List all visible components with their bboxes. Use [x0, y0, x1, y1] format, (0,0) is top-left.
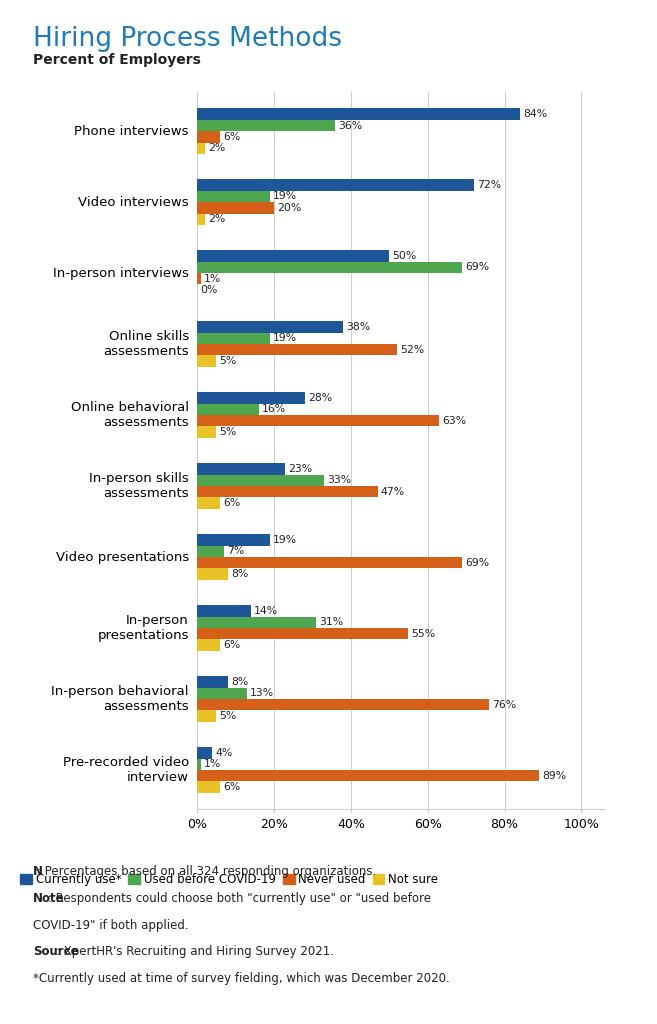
- Text: 55%: 55%: [411, 629, 436, 639]
- Bar: [197, 109, 520, 120]
- Bar: [197, 748, 212, 759]
- Bar: [197, 486, 378, 498]
- Text: 33%: 33%: [327, 475, 351, 485]
- Bar: [197, 251, 389, 262]
- Bar: [197, 214, 205, 225]
- Text: 19%: 19%: [273, 191, 298, 202]
- Text: 6%: 6%: [223, 640, 240, 650]
- Text: : XpertHR's Recruiting and Hiring Survey 2021.: : XpertHR's Recruiting and Hiring Survey…: [56, 945, 334, 958]
- Bar: [197, 179, 474, 190]
- Bar: [197, 568, 228, 580]
- Bar: [197, 190, 270, 202]
- Text: 31%: 31%: [319, 617, 344, 628]
- Bar: [197, 403, 259, 415]
- Text: 5%: 5%: [219, 427, 237, 437]
- Text: 84%: 84%: [523, 110, 547, 119]
- Text: 52%: 52%: [400, 345, 424, 354]
- Bar: [197, 463, 286, 475]
- Text: 0%: 0%: [200, 285, 217, 295]
- Text: 28%: 28%: [307, 393, 332, 403]
- Text: *Currently used at time of survey fielding, which was December 2020.: *Currently used at time of survey fieldi…: [33, 972, 449, 985]
- Text: Percent of Employers: Percent of Employers: [33, 53, 201, 68]
- Text: 50%: 50%: [392, 251, 417, 261]
- Bar: [197, 557, 463, 568]
- Text: Note: Note: [33, 892, 64, 905]
- Text: 7%: 7%: [227, 547, 244, 556]
- Text: 76%: 76%: [492, 699, 516, 710]
- Text: 14%: 14%: [254, 606, 278, 616]
- Bar: [197, 415, 439, 426]
- Text: 69%: 69%: [465, 262, 489, 272]
- Bar: [197, 355, 216, 367]
- Bar: [197, 770, 539, 781]
- Bar: [197, 687, 247, 699]
- Bar: [197, 344, 397, 355]
- Text: 1%: 1%: [204, 759, 221, 769]
- Bar: [197, 120, 336, 131]
- Text: 20%: 20%: [277, 203, 302, 213]
- Legend: Currently use*, Used before COVID-19, Never used, Not sure: Currently use*, Used before COVID-19, Ne…: [16, 868, 443, 891]
- Text: COVID-19" if both applied.: COVID-19" if both applied.: [33, 919, 189, 932]
- Bar: [197, 699, 489, 711]
- Text: Hiring Process Methods: Hiring Process Methods: [33, 26, 342, 51]
- Bar: [197, 142, 205, 154]
- Text: 5%: 5%: [219, 711, 237, 721]
- Text: 5%: 5%: [219, 356, 237, 367]
- Bar: [197, 759, 201, 770]
- Text: 8%: 8%: [231, 677, 248, 687]
- Bar: [197, 131, 220, 142]
- Text: 4%: 4%: [215, 748, 233, 758]
- Text: 63%: 63%: [442, 416, 466, 426]
- Bar: [197, 781, 220, 793]
- Bar: [197, 262, 463, 273]
- Text: 6%: 6%: [223, 498, 240, 508]
- Text: 1%: 1%: [204, 273, 221, 284]
- Text: 6%: 6%: [223, 782, 240, 792]
- Text: : Respondents could choose both "currently use" or "used before: : Respondents could choose both "current…: [48, 892, 431, 905]
- Text: 6%: 6%: [223, 132, 240, 142]
- Text: 89%: 89%: [542, 771, 566, 780]
- Text: 19%: 19%: [273, 535, 298, 545]
- Bar: [197, 392, 305, 403]
- Bar: [197, 498, 220, 509]
- Text: 36%: 36%: [338, 121, 363, 130]
- Bar: [197, 333, 270, 344]
- Bar: [197, 426, 216, 438]
- Bar: [197, 711, 216, 722]
- Text: N: N: [33, 865, 43, 879]
- Text: 2%: 2%: [208, 214, 225, 224]
- Bar: [197, 475, 324, 486]
- Text: 8%: 8%: [231, 569, 248, 579]
- Bar: [197, 273, 201, 285]
- Bar: [197, 639, 220, 650]
- Text: 19%: 19%: [273, 334, 298, 343]
- Bar: [197, 202, 274, 214]
- Bar: [197, 628, 409, 639]
- Bar: [197, 605, 251, 616]
- Bar: [197, 676, 228, 687]
- Text: 47%: 47%: [381, 486, 405, 497]
- Text: 13%: 13%: [250, 688, 274, 698]
- Text: : Percentages based on all 324 responding organizations.: : Percentages based on all 324 respondin…: [37, 865, 376, 879]
- Text: 2%: 2%: [208, 143, 225, 154]
- Text: 16%: 16%: [261, 404, 286, 415]
- Text: Source: Source: [33, 945, 78, 958]
- Bar: [197, 616, 316, 628]
- Text: 23%: 23%: [288, 464, 313, 474]
- Text: 69%: 69%: [465, 558, 489, 567]
- Text: 72%: 72%: [477, 180, 501, 190]
- Text: 38%: 38%: [346, 323, 371, 332]
- Bar: [197, 322, 343, 333]
- Bar: [197, 546, 224, 557]
- Bar: [197, 535, 270, 546]
